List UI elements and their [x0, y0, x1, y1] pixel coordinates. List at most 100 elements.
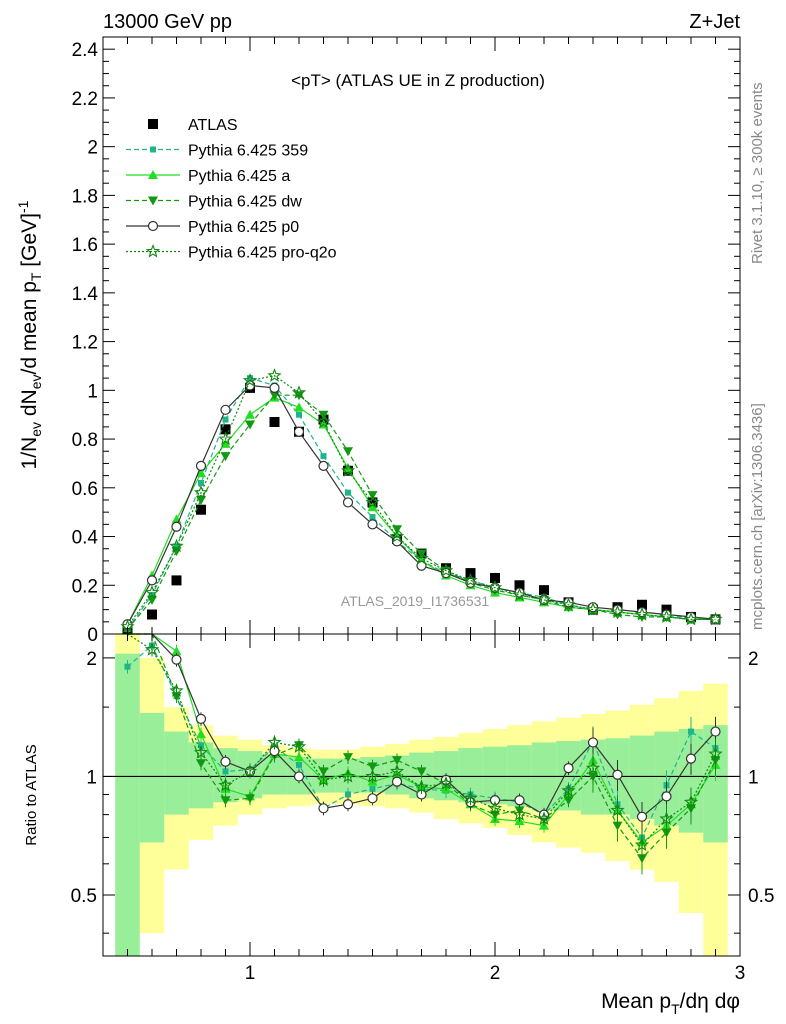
legend-marker [148, 119, 158, 129]
point-proq2o [708, 611, 723, 626]
point-p0 [342, 497, 354, 508]
ratio-point-a [171, 646, 182, 656]
legend: ATLAS Pythia 6.425 359 Pythia 6.425 a Pythi… [126, 117, 337, 262]
point-proq2o [512, 587, 527, 602]
ratio-point-p0 [587, 737, 599, 748]
point-proq2o [463, 572, 478, 587]
point-proq2o [365, 494, 380, 509]
point-dw [343, 447, 353, 457]
header-right: Z+Jet [689, 11, 740, 33]
point-dw [245, 420, 255, 430]
main-panel: 0 0.2 0.4 0.6 0.8 1 1.2 1.4 1.6 1.8 2 2.2 2.4 <pT> (… [15, 36, 741, 646]
point-proq2o [193, 485, 209, 499]
point-proq2o [169, 538, 184, 553]
ratio-y-tick-label: 1 [86, 767, 97, 788]
point-atlas [171, 575, 182, 586]
ratio-point-p0 [636, 811, 648, 822]
ratio-y-tick-label-right: 1 [748, 767, 759, 788]
point-p0 [293, 426, 305, 437]
point-atlas [220, 424, 231, 435]
point-dw [196, 495, 206, 505]
ratio-point-dw [245, 794, 255, 804]
point-proq2o [218, 431, 233, 446]
ratio-point-dw [367, 762, 378, 772]
legend-marker [150, 146, 156, 153]
ratio-point-a [196, 729, 206, 739]
ratio-point-p0 [391, 776, 403, 787]
point-p0 [318, 460, 329, 471]
y-tick-label: 0 [87, 625, 98, 646]
ratio-y-axis-label: Ratio to ATLAS [23, 744, 40, 845]
point-proq2o [634, 606, 650, 621]
ratio-point-proq2o [512, 807, 527, 821]
ratio-point-p359 [124, 663, 131, 670]
ratio-point-p0 [514, 795, 525, 806]
legend-label: Pythia 6.425 pro-q2o [188, 245, 337, 262]
legend-item-proq2o: Pythia 6.425 pro-q2o [126, 243, 337, 262]
ratio-point-proq2o [585, 760, 601, 775]
legend-label: Pythia 6.425 a [188, 168, 290, 185]
ratio-y-tick-label-right: 2 [748, 649, 759, 670]
ratio-point-dw [343, 753, 353, 763]
point-p359 [345, 489, 351, 496]
ratio-point-proq2o [561, 783, 576, 797]
ratio-point-p0 [195, 713, 207, 725]
ratio-panel: 0.5 0.5 1 1 2 2 1 2 3 Ratio to ATLAS Mean pT/dη … [23, 633, 774, 1017]
y-tick-label: 2.2 [72, 89, 98, 110]
ratio-point-proq2o [683, 794, 699, 809]
ratio-point-p0 [685, 753, 697, 764]
ratio-point-dw [563, 796, 574, 806]
ratio-point-p0 [612, 769, 623, 780]
ratio-point-proq2o [340, 769, 356, 783]
point-a [196, 468, 206, 478]
ratio-point-p0 [710, 726, 721, 737]
series-line-p359 [127, 377, 716, 630]
series-line-proq2o [127, 375, 716, 628]
point-atlas [196, 504, 206, 515]
ratio-point-a [294, 752, 304, 762]
ratio-point-p359 [345, 791, 351, 798]
point-a [245, 409, 255, 419]
point-proq2o [414, 550, 429, 565]
ratio-point-proq2o [414, 779, 429, 794]
point-p0 [171, 521, 182, 532]
ratio-point-proq2o [267, 734, 282, 749]
point-atlas [147, 609, 157, 620]
ratio-point-proq2o [463, 790, 478, 805]
band-bin [115, 653, 140, 956]
point-p359 [247, 375, 253, 382]
legend-item-atlas: ATLAS [148, 117, 238, 134]
y-tick-label: 1.6 [72, 235, 98, 256]
ratio-y-tick-label: 0.5 [71, 886, 97, 907]
legend-item-a: Pythia 6.425 a [126, 168, 290, 185]
point-atlas [637, 599, 647, 610]
point-p0 [220, 404, 231, 415]
y-tick-label: 1.4 [72, 284, 99, 305]
legend-item-p0: Pythia 6.425 p0 [126, 219, 299, 236]
ratio-point-p359 [688, 728, 694, 735]
ratio-point-proq2o [487, 800, 503, 815]
ratio-point-p0 [293, 771, 305, 782]
point-proq2o [561, 597, 576, 611]
y-tick-label: 1.2 [72, 333, 98, 354]
point-proq2o [144, 585, 160, 599]
ratio-point-proq2o [438, 775, 454, 790]
ratio-point-p359 [369, 785, 376, 792]
ratio-point-p0 [367, 793, 378, 804]
ratio-point-proq2o [242, 763, 258, 778]
point-proq2o [585, 602, 601, 616]
ratio-y-tick-label-right: 0.5 [748, 886, 774, 907]
point-proq2o [291, 385, 307, 399]
point-dw [220, 452, 231, 462]
x-tick-label: 2 [490, 963, 501, 984]
watermark: ATLAS_2019_I1736531 [341, 593, 490, 609]
ratio-point-proq2o [144, 642, 160, 656]
ratio-point-proq2o [218, 777, 233, 792]
point-proq2o [683, 611, 699, 626]
point-dw [171, 547, 182, 557]
ratio-point-proq2o [536, 811, 552, 826]
band-bin [139, 712, 165, 843]
point-p0 [244, 380, 256, 391]
point-a [343, 463, 353, 473]
ratio-point-proq2o [708, 746, 723, 761]
